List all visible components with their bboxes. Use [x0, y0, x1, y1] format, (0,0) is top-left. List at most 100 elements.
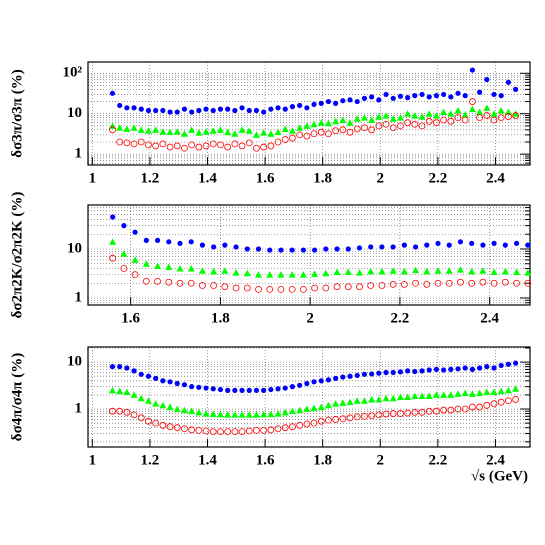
open-circle-marker	[461, 405, 469, 413]
open-circle-marker	[378, 282, 386, 289]
triangle-marker	[375, 395, 383, 403]
circle-marker	[160, 378, 166, 384]
triangle-marker	[303, 405, 311, 413]
triangle-marker	[130, 124, 138, 131]
open-circle-marker	[303, 132, 311, 140]
open-circle-marker	[232, 284, 240, 292]
triangle-marker	[188, 126, 196, 133]
triangle-marker	[432, 391, 440, 398]
circle-marker	[143, 237, 149, 243]
plot-frame	[87, 346, 531, 448]
circle-marker	[419, 368, 425, 374]
open-circle-marker	[245, 427, 253, 435]
triangle-marker	[404, 393, 412, 401]
circle-marker	[312, 247, 318, 253]
circle-marker	[369, 371, 375, 377]
triangle-marker	[159, 401, 167, 409]
open-circle-marker	[322, 284, 330, 292]
open-circle-marker	[217, 141, 224, 149]
circle-marker	[289, 104, 296, 110]
triangle-marker	[108, 386, 116, 394]
circle-marker	[289, 384, 296, 390]
triangle-marker	[238, 411, 246, 418]
triangle-marker	[299, 271, 307, 278]
circle-marker	[210, 107, 216, 114]
open-circle-marker	[209, 428, 217, 436]
circle-marker	[390, 244, 396, 250]
circle-marker	[189, 109, 195, 115]
triangle-marker	[198, 267, 206, 274]
open-circle-marker	[274, 425, 282, 433]
triangle-marker	[303, 122, 311, 129]
y-tick-label: 10	[67, 240, 82, 256]
circle-marker	[356, 245, 363, 251]
triangle-marker	[490, 110, 498, 117]
open-circle-marker	[253, 427, 260, 434]
circle-marker	[181, 382, 188, 388]
triangle-marker	[109, 238, 117, 245]
open-circle-marker	[353, 125, 361, 133]
circle-marker	[300, 247, 306, 253]
circle-marker	[131, 105, 137, 111]
open-circle-marker	[389, 410, 397, 417]
triangle-marker	[368, 395, 376, 403]
triangle-marker	[195, 408, 203, 416]
triangle-marker	[231, 411, 239, 418]
open-circle-marker	[245, 139, 253, 147]
triangle-marker	[180, 406, 188, 414]
triangle-marker	[281, 408, 289, 416]
triangle-marker	[324, 401, 332, 409]
circle-marker	[498, 93, 504, 99]
open-circle-marker	[434, 279, 442, 287]
open-circle-marker	[296, 421, 304, 429]
circle-marker	[361, 371, 368, 377]
circle-marker	[267, 247, 273, 253]
triangle-marker	[490, 268, 498, 275]
open-circle-marker	[339, 415, 347, 423]
triangle-marker	[260, 129, 268, 136]
open-circle-marker	[123, 139, 131, 147]
open-circle-marker	[411, 120, 419, 128]
circle-marker	[426, 367, 432, 373]
open-circle-marker	[333, 283, 341, 291]
triangle-marker	[382, 394, 390, 402]
triangle-marker	[389, 115, 397, 122]
x-tick-label: 1.2	[141, 452, 160, 468]
open-circle-marker	[253, 144, 260, 152]
open-circle-marker	[130, 411, 138, 419]
open-circle-marker	[181, 425, 188, 433]
open-circle-marker	[505, 113, 512, 120]
circle-marker	[311, 101, 317, 108]
open-circle-marker	[154, 277, 161, 285]
plot-frame	[87, 61, 531, 166]
circle-marker	[502, 242, 508, 248]
open-circle-marker	[397, 122, 404, 130]
triangle-marker	[447, 110, 455, 117]
circle-marker	[491, 240, 497, 247]
y-tick-label: 1	[75, 146, 83, 162]
triangle-marker	[252, 411, 260, 418]
triangle-marker	[332, 117, 340, 125]
circle-marker	[225, 106, 231, 112]
y-tick-label: 10	[67, 105, 82, 121]
open-circle-marker	[310, 130, 318, 138]
open-circle-marker	[332, 416, 340, 423]
circle-marker	[166, 239, 172, 245]
x-tick-label: 1.6	[121, 310, 140, 326]
open-circle-marker	[166, 423, 174, 431]
circle-marker	[304, 380, 310, 387]
triangle-marker	[432, 112, 440, 119]
circle-marker	[484, 364, 490, 370]
circle-marker	[491, 91, 497, 98]
open-circle-marker	[289, 134, 296, 142]
triangle-marker	[311, 270, 319, 277]
triangle-marker	[524, 269, 532, 276]
x-tick-label: 1.6	[256, 170, 275, 186]
triangle-marker	[512, 385, 520, 392]
circle-marker	[441, 91, 447, 98]
circle-marker	[334, 246, 340, 252]
triangle-marker	[123, 125, 131, 132]
open-circle-marker	[325, 130, 332, 138]
triangle-marker	[461, 389, 469, 396]
triangle-marker	[454, 390, 462, 397]
